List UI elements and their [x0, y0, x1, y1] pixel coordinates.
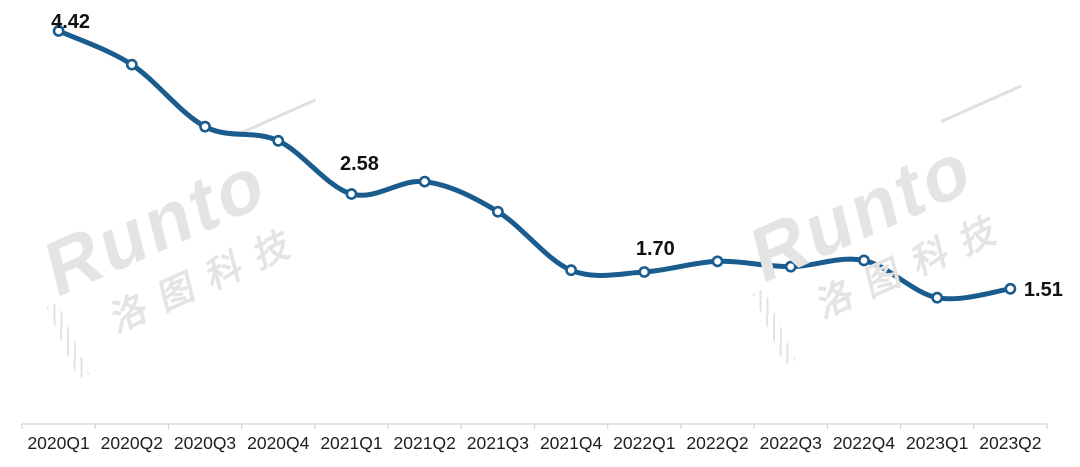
data-point-label: 2.58 [340, 153, 379, 175]
data-point-marker [491, 205, 504, 218]
x-axis-label: 2022Q2 [686, 433, 748, 453]
x-axis-label: 2023Q1 [906, 433, 968, 453]
x-axis-label: 2022Q3 [760, 433, 822, 453]
x-axis-label: 2021Q1 [320, 433, 382, 453]
x-axis-label: 2020Q1 [27, 433, 89, 453]
data-point-label: 4.42 [51, 11, 90, 33]
x-axis-label: 2020Q2 [101, 433, 163, 453]
data-point-marker [272, 134, 285, 147]
x-axis-label: 2021Q3 [467, 433, 529, 453]
data-point-marker [711, 255, 724, 268]
data-point-marker [1004, 282, 1017, 295]
x-axis-label: 2020Q4 [247, 433, 310, 453]
data-point-marker [125, 58, 138, 71]
x-axis-label: 2022Q1 [613, 433, 675, 453]
x-axis-label: 2021Q4 [540, 433, 603, 453]
x-axis-label: 2021Q2 [394, 433, 456, 453]
data-point-marker [784, 260, 797, 273]
data-point-marker [931, 291, 944, 304]
x-axis-label: 2022Q4 [833, 433, 896, 453]
data-point-label: 1.51 [1024, 279, 1063, 301]
x-axis-label: 2023Q2 [979, 433, 1041, 453]
data-point-marker [565, 264, 578, 277]
data-point-marker [418, 175, 431, 188]
data-point-marker [52, 25, 65, 37]
data-point-marker [345, 188, 358, 200]
data-point-label: 1.70 [636, 238, 675, 260]
data-point-marker [199, 120, 211, 133]
data-point-marker [858, 254, 870, 267]
data-point-marker [638, 266, 651, 278]
x-axis-label: 2020Q3 [174, 433, 236, 453]
